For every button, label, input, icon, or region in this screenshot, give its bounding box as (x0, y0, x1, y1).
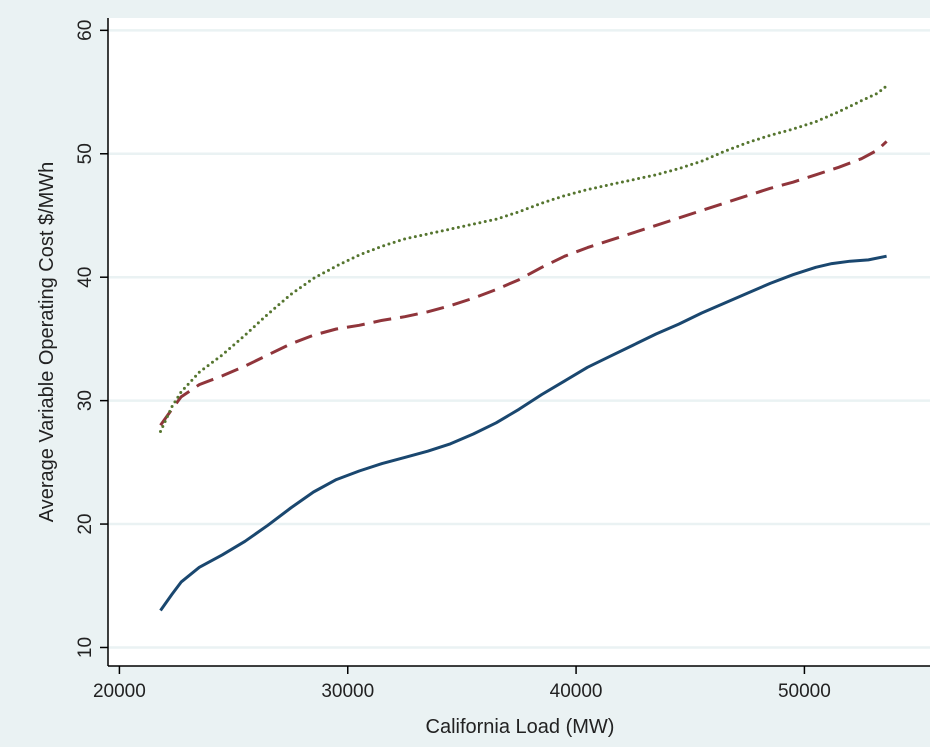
series-layer (159, 84, 889, 612)
y-tick-label: 60 (75, 20, 96, 41)
y-tick-label: 40 (75, 267, 96, 288)
x-tick-label: 40000 (550, 681, 603, 702)
y-tick-label: 30 (75, 390, 96, 411)
plot-area (108, 18, 930, 666)
y-tick-label: 20 (75, 514, 96, 535)
series-line-dash (159, 140, 888, 427)
x-tick-label: 30000 (321, 681, 374, 702)
x-axis-title: California Load (MW) (426, 716, 615, 738)
gridlines (108, 29, 930, 649)
x-axis-ticks: 20000 30000 40000 50000 (93, 666, 831, 702)
x-tick-label: 20000 (93, 681, 146, 702)
y-axis-title: Average Variable Operating Cost $/MWh (36, 162, 58, 523)
y-tick-label: 10 (75, 637, 96, 658)
y-tick-label: 50 (75, 143, 96, 164)
series-line-solid (159, 254, 887, 612)
x-tick-label: 50000 (778, 681, 831, 702)
axes (107, 18, 930, 667)
y-axis-ticks: 10 20 30 40 50 60 (75, 20, 108, 658)
